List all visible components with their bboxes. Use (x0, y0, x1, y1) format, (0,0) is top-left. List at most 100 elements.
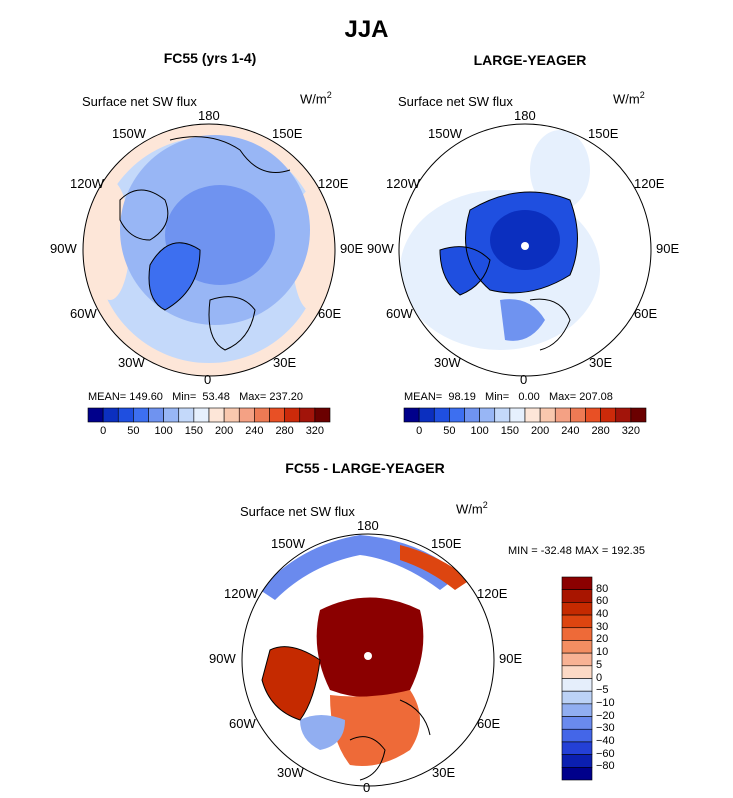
colorbar-tick-label: −20 (596, 709, 615, 722)
panel-3-pole-marker (364, 652, 372, 660)
colorbar-tick-label: −60 (596, 747, 615, 760)
colorbar-swatch (561, 678, 593, 692)
colorbar-swatch (561, 627, 593, 641)
panel-3-lon-60e: 60E (477, 716, 501, 731)
panel-3-land-outline (349, 736, 386, 781)
colorbar-tick-label: 280 (591, 425, 610, 437)
panel-2-lon-120e: 120E (634, 176, 665, 191)
colorbar-swatch (561, 703, 593, 717)
colorbar-tick-label: 10 (596, 646, 609, 659)
panel-3-lon-90w: 90W (209, 651, 236, 666)
colorbar-swatch (561, 665, 593, 679)
panel-1-land-outline (148, 242, 201, 311)
colorbar-swatch (561, 716, 593, 730)
colorbar-tick-label: 0 (596, 671, 603, 684)
panel-1-greenland-low (149, 242, 200, 310)
panel-1-lon-60w: 60W (70, 306, 97, 321)
panel-3-warm-strip (400, 545, 470, 590)
panel-2-lon-180: 180 (514, 108, 536, 123)
panel-3-lon-0: 0 (363, 780, 371, 795)
colorbar-tick-label: 50 (443, 425, 456, 437)
panel-3-arctic-high (316, 597, 424, 698)
colorbar-tick-label: 20 (596, 633, 609, 646)
colorbar-tick-label: 0 (100, 425, 107, 437)
panel-1-lon-120w: 120W (70, 176, 104, 191)
panel-1-lon-180: 180 (198, 108, 220, 123)
panel-2-units: W/m2 (613, 90, 645, 107)
panel-2-colorbar (403, 407, 647, 423)
panel-2-land-outline (439, 246, 491, 296)
panel-2-variable-label: Surface net SW flux (398, 94, 513, 109)
panel-3-stats: MIN = -32.48 MAX = 192.35 (508, 545, 645, 557)
colorbar-swatch (314, 407, 331, 423)
panel-2-arctic-core (490, 210, 560, 270)
colorbar-swatch (561, 576, 593, 590)
colorbar-tick-label: 0 (416, 425, 423, 437)
panel-1-map-border (82, 123, 336, 377)
panel-1-land-outline (208, 296, 256, 351)
panel-3-positive-field (262, 646, 320, 720)
panel-3-colorbar (561, 576, 593, 781)
panel-1-lon-120e: 120E (318, 176, 349, 191)
panel-2-colorbar-ticks: 0 50 100 150 200 240 280 320 (404, 425, 646, 441)
panel-1-units: W/m2 (300, 90, 332, 107)
colorbar-swatch (561, 690, 593, 705)
colorbar-tick-label: 150 (184, 425, 204, 437)
panel-1-variable-label: Surface net SW flux (82, 94, 197, 109)
panel-2-greenland-low (440, 246, 490, 295)
colorbar-tick-label: −5 (596, 684, 609, 697)
panel-1-lon-150e: 150E (272, 126, 303, 141)
panel-1-lon-30e: 30E (273, 355, 297, 370)
colorbar-tick-label: 100 (470, 425, 489, 437)
colorbar-tick-label: 30 (596, 620, 609, 633)
panel-3-lon-120w: 120W (224, 586, 258, 601)
panel-1-lon-150w: 150W (112, 126, 146, 141)
panel-3-lon-30e: 30E (432, 765, 456, 780)
panel-2-lon-90e: 90E (656, 241, 680, 256)
colorbar-swatch (561, 602, 593, 616)
panel-1-lon-60e: 60E (318, 306, 342, 321)
panel-1-title: FC55 (yrs 1-4) (163, 50, 257, 66)
panel-2-stats: MEAN= 98.19 Min= 0.00 Max= 207.08 (404, 391, 613, 403)
colorbar-swatch (561, 741, 593, 755)
colorbar-tick-label: 50 (127, 425, 140, 437)
colorbar-tick-label: 60 (596, 595, 609, 608)
panel-3-lon-150w: 150W (271, 536, 305, 551)
panel-2-lon-60e: 60E (634, 306, 658, 321)
panel-2-pole-marker (521, 242, 529, 250)
panel-2-lon-120w: 120W (386, 176, 420, 191)
panel-3-lon-150e: 150E (431, 536, 462, 551)
colorbar-tick-label: −80 (596, 760, 615, 773)
panel-3-lon-60w: 60W (229, 716, 256, 731)
colorbar-swatch (561, 589, 593, 603)
colorbar-tick-label: 280 (275, 425, 294, 437)
panel-3-lon-120e: 120E (477, 586, 508, 601)
panel-3-units: W/m2 (456, 500, 488, 517)
colorbar-tick-label: 150 (500, 425, 520, 437)
panel-2-light-field (530, 130, 590, 210)
panel-3-colorbar-ticks: 80 60 40 30 20 10 5 0 −5 −10 −20 −30 −40 −60 −80 (596, 577, 636, 780)
panel-2-mid-patch (500, 299, 545, 341)
colorbar-swatch (561, 652, 593, 667)
panel-1-land-outline (119, 189, 169, 241)
panel-3-map-border (241, 533, 495, 787)
panel-3-variable-label: Surface net SW flux (240, 504, 355, 519)
panel-2-land-outline (465, 191, 578, 294)
colorbar-tick-label: −10 (596, 696, 615, 709)
colorbar-swatch (561, 728, 593, 743)
colorbar-tick-label: 240 (245, 425, 264, 437)
colorbar-tick-label: −30 (596, 722, 615, 735)
colorbar-tick-label: 240 (561, 425, 580, 437)
colorbar-tick-label: −40 (596, 734, 615, 747)
panel-2-lon-90w: 90W (367, 241, 394, 256)
panel-3-title: FC55 - LARGE-YEAGER (285, 460, 445, 476)
panel-3-positive-field (330, 690, 420, 766)
colorbar-tick-label: 80 (596, 582, 609, 595)
colorbar-tick-label: 100 (154, 425, 173, 437)
panel-3-land-outline (399, 699, 431, 736)
colorbar-tick-label: 320 (621, 425, 641, 437)
panel-2-lon-150e: 150E (588, 126, 619, 141)
panel-2-lon-60w: 60W (386, 306, 413, 321)
colorbar-swatch (561, 754, 593, 768)
